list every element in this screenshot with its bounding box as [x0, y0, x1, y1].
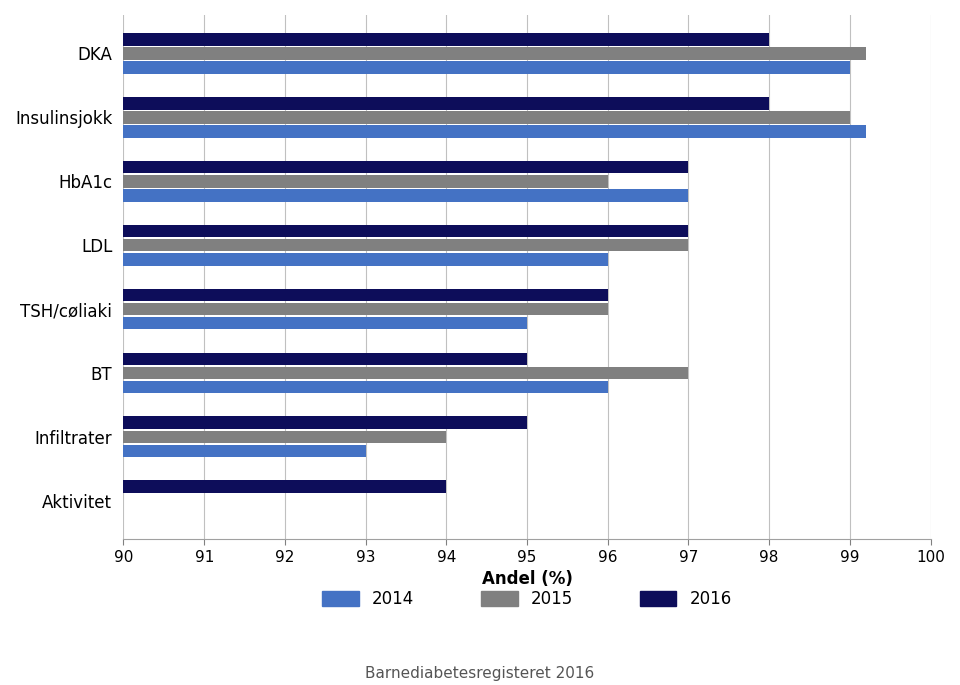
Bar — [124, 366, 688, 379]
Bar — [124, 381, 608, 393]
Bar — [124, 239, 688, 251]
Bar — [124, 480, 446, 493]
Bar — [124, 175, 608, 188]
Bar — [124, 161, 688, 173]
Bar — [124, 353, 527, 365]
X-axis label: Andel (%): Andel (%) — [482, 570, 572, 588]
Bar — [124, 253, 608, 266]
Bar — [124, 416, 527, 429]
Bar — [124, 189, 688, 201]
Bar — [124, 61, 850, 74]
Bar — [124, 33, 769, 46]
Bar — [124, 111, 850, 123]
Bar — [124, 97, 769, 110]
Bar — [124, 47, 866, 60]
Bar — [124, 125, 866, 138]
Bar — [124, 225, 688, 238]
Bar — [124, 316, 527, 329]
Text: Barnediabetesregisteret 2016: Barnediabetesregisteret 2016 — [366, 666, 594, 681]
Bar — [124, 303, 608, 315]
Bar — [124, 431, 446, 443]
Bar — [124, 288, 608, 301]
Legend: 2014, 2015, 2016: 2014, 2015, 2016 — [315, 584, 739, 614]
Bar — [124, 445, 366, 458]
